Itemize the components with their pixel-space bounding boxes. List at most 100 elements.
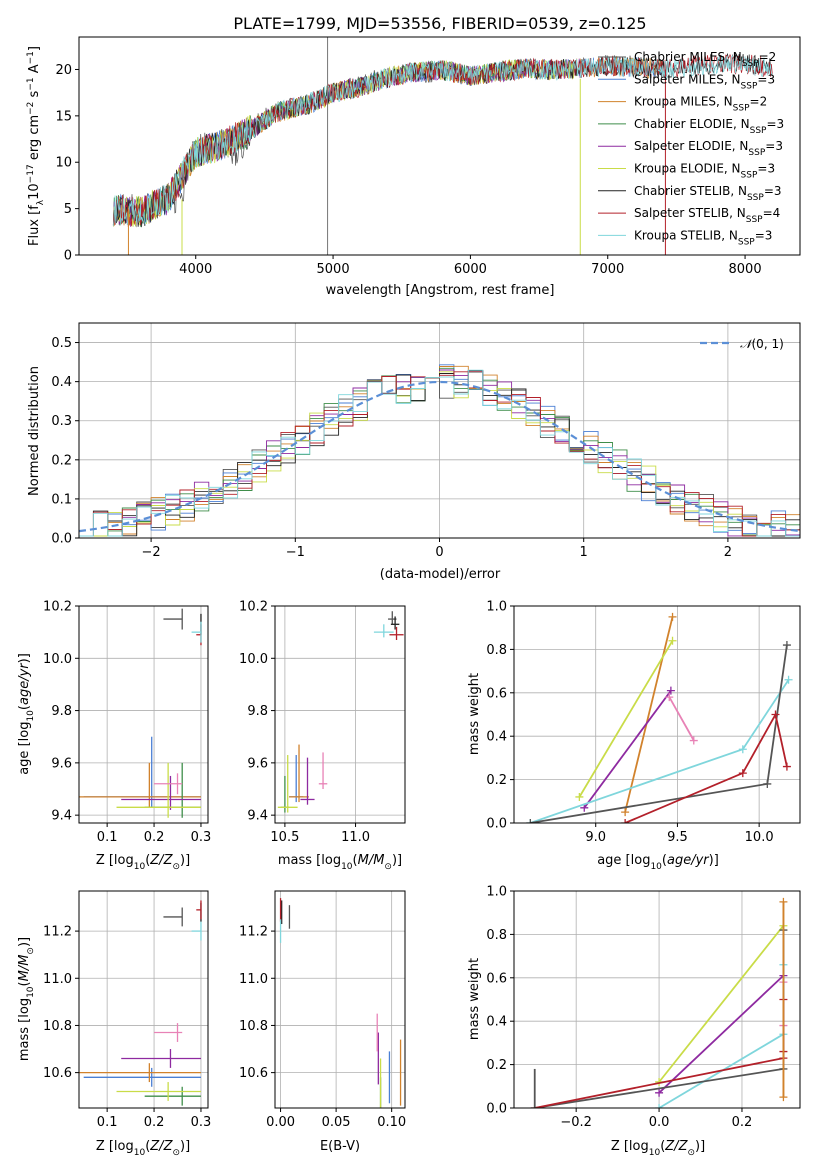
y-tick-label: 0	[64, 249, 72, 264]
weight-marker	[668, 612, 677, 621]
weight-marker	[771, 710, 780, 719]
weight-marker	[666, 686, 675, 695]
y-tick-label: 10.6	[239, 1066, 268, 1081]
x-tick-label: 0.2	[144, 1115, 165, 1130]
x-tick-label: 0.05	[322, 1115, 351, 1130]
legend-entry: Salpeter ELODIE, NSSP=3	[634, 139, 783, 158]
weight-line	[658, 974, 785, 1094]
spectrum-line	[112, 54, 773, 227]
legend-entry: Kroupa ELODIE, NSSP=3	[634, 162, 775, 181]
legend-entry: Salpeter MILES, NSSP=3	[634, 72, 775, 91]
x-tick-label: −1	[286, 545, 305, 560]
age-mass-axes: 10.5 11.0 9.4 9.6 9.8 10.0 10.2 mass [log10(M/M…	[239, 600, 406, 872]
y-tick-label: 9.4	[51, 809, 72, 824]
y-tick-label: 0.2	[486, 1058, 507, 1073]
legend-entry: Kroupa MILES, NSSP=2	[634, 95, 767, 114]
weight-z-axes: −0.2 0.0 0.2 0.0 0.2 0.4 0.6 0.8 1.0 Z [log10(Z/Z…	[467, 885, 801, 1158]
legend-entry: 𝒩(0, 1)	[740, 337, 784, 351]
plot-title: PLATE=1799, MJD=53556, FIBERID=0539, z=0…	[233, 14, 646, 33]
y-tick-label: 0.4	[486, 730, 507, 745]
x-tick-label: 0.1	[97, 830, 118, 845]
age-z-axes: 0.1 0.2 0.3 9.4 9.6 9.8 10.0 10.2 Z [log10(Z/Z⊙)…	[17, 600, 211, 873]
y-tick-label: 11.2	[43, 925, 72, 940]
x-tick-label: 2	[724, 545, 732, 560]
weight-marker	[763, 779, 772, 788]
x-axis-label: wavelength [Angstrom, rest frame]	[326, 283, 555, 298]
y-tick-label: 20	[55, 63, 72, 78]
y-axis-label: Normed distribution	[27, 366, 42, 496]
y-tick-label: 10.8	[239, 1019, 268, 1034]
x-tick-label: 0.10	[377, 1115, 406, 1130]
y-tick-label: 9.8	[247, 704, 268, 719]
y-tick-label: 0.4	[51, 375, 72, 390]
weight-marker	[665, 693, 674, 702]
y-tick-label: 0.2	[486, 773, 507, 788]
x-tick-label: 6000	[454, 262, 487, 277]
x-tick-label: −2	[142, 545, 161, 560]
axes-frame	[274, 890, 406, 1109]
axes-frame	[78, 36, 801, 256]
x-tick-label: 0	[435, 545, 443, 560]
x-tick-label: 0.2	[144, 830, 165, 845]
spectrum-axes: 4000 5000 6000 7000 8000 0 5 10 15 20 PLATE=1799, …	[26, 14, 801, 298]
y-tick-label: 0.3	[51, 414, 72, 429]
x-axis-label: (data-model)/error	[380, 567, 501, 582]
y-tick-label: 9.6	[247, 756, 268, 771]
x-axis-label: E(B-V)	[320, 1139, 360, 1154]
y-tick-label: 9.4	[247, 809, 268, 824]
histogram-step	[79, 369, 800, 537]
weight-marker	[782, 641, 791, 650]
y-tick-label: 0.2	[51, 453, 72, 468]
weight-marker	[621, 819, 630, 823]
y-axis-label: Flux [fλ10−17 erg cm−2 s−1 A−1]	[26, 46, 46, 246]
weight-age-axes: 9.0 9.5 10.0 0.0 0.2 0.4 0.6 0.8 1.0 age [log10(a…	[467, 600, 801, 872]
y-tick-label: 0.1	[51, 492, 72, 507]
x-tick-label: 5000	[317, 262, 350, 277]
x-tick-label: 9.0	[585, 830, 606, 845]
weight-marker	[689, 736, 698, 745]
x-tick-label: 0.1	[97, 1115, 118, 1130]
x-tick-label: 4000	[179, 262, 212, 277]
y-tick-label: 9.8	[51, 704, 72, 719]
weight-marker	[668, 636, 677, 645]
y-axis-label: age [log10(age/yr)]	[17, 653, 36, 775]
x-axis-label: Z [log10(Z/Z⊙)]	[96, 853, 190, 872]
y-tick-label: 10.0	[43, 652, 72, 667]
y-axis-label: mass [log10(M/M⊙)]	[17, 937, 36, 1061]
x-tick-label: 0.2	[732, 1115, 753, 1130]
y-tick-label: 1.0	[486, 885, 507, 900]
x-tick-label: 7000	[591, 262, 624, 277]
weight-line	[624, 711, 788, 823]
x-tick-label: 9.5	[667, 830, 688, 845]
histogram-step	[79, 371, 800, 537]
x-tick-label: 10.0	[745, 830, 774, 845]
y-tick-label: 0.6	[486, 686, 507, 701]
weight-marker	[738, 745, 747, 754]
y-tick-label: 0.6	[486, 971, 507, 986]
y-tick-label: 5	[64, 202, 72, 217]
spectrum-line	[112, 59, 581, 227]
weight-marker	[621, 808, 630, 817]
y-tick-label: 11.0	[239, 972, 268, 987]
legend-entry: Chabrier MILES, NSSP=2	[634, 50, 776, 69]
y-tick-label: 10.2	[43, 600, 72, 615]
weight-marker	[655, 1088, 664, 1097]
y-tick-label: 10.0	[239, 652, 268, 667]
x-axis-label: age [log10(age/yr)]	[597, 853, 719, 872]
y-tick-label: 10	[55, 156, 72, 171]
y-tick-label: 0.8	[486, 928, 507, 943]
axes-frame	[78, 890, 209, 1109]
y-tick-label: 11.2	[239, 925, 268, 940]
x-tick-label: 0.3	[191, 1115, 212, 1130]
y-axis-label: mass weight	[467, 958, 482, 1040]
legend-entry: Salpeter STELIB, NSSP=4	[634, 206, 780, 225]
axes-frame	[274, 605, 406, 824]
legend-entry: Chabrier STELIB, NSSP=3	[634, 184, 782, 203]
x-tick-label: 1	[580, 545, 588, 560]
weight-marker	[655, 1104, 664, 1108]
weight-marker	[738, 769, 747, 778]
residual-axes: −2 −1 0 1 2 0.0 0.1 0.2 0.3 0.4 0.5 (data-model)/er…	[27, 322, 801, 582]
weight-line	[658, 925, 785, 1083]
y-tick-label: 0.8	[486, 643, 507, 658]
weight-marker	[575, 792, 584, 801]
